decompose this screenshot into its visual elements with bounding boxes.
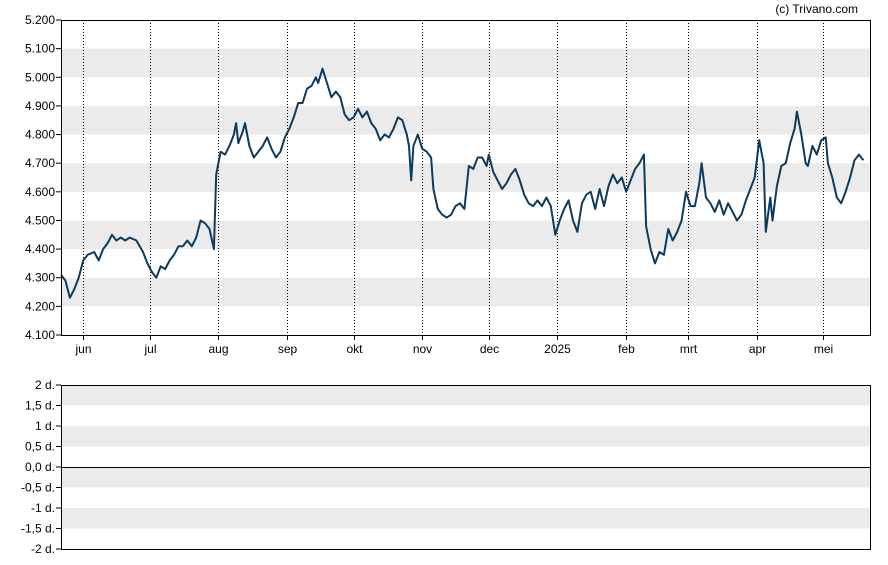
lower-y-tick-label: -1 d. [31,501,55,515]
main-chart-frame [61,20,871,336]
y-tick-label: 4.200 [25,299,55,313]
main-band [61,220,870,250]
y-tick-label: 4.900 [25,99,55,113]
price-series-line [60,67,865,299]
credit-label: (c) Trivano.com [775,2,858,16]
lower-y-tick-label: 1,5 d. [25,399,55,413]
lower-y-tick-label: -2 d. [31,542,55,556]
main-chart-bands [61,48,870,307]
y-tick-label: 4.800 [25,128,55,142]
x-tick-label: okt [346,342,363,356]
lower-chart-y-ticks: 2 d. 1,5 d. 1 d. 0,5 d. 0,0 d. -0,5 d. -1 d. -1… [21,378,61,556]
y-tick-label: 4.500 [25,213,55,227]
lower-band [61,385,870,406]
lower-y-tick-label: 1 d. [35,419,55,433]
lower-y-tick-label: 2 d. [35,378,55,392]
lower-y-tick-label: 0,5 d. [25,440,55,454]
x-tick-label: jun [74,342,91,356]
x-tick-label: feb [618,342,635,356]
main-band [61,277,870,307]
main-band [61,105,870,135]
main-chart-y-ticks: 4.100 4.200 4.300 4.400 4.500 4.600 4.700 4.800… [25,13,61,342]
y-tick-label: 4.300 [25,271,55,285]
x-tick-label: mrt [680,342,698,356]
lower-chart-bands [61,385,870,529]
main-band [61,48,870,78]
lower-band [61,467,870,488]
y-tick-label: 5.200 [25,13,55,27]
lower-band [61,508,870,529]
lower-y-tick-label: 0,0 d. [25,460,55,474]
y-tick-label: 4.700 [25,156,55,170]
x-tick-label: jul [143,342,156,356]
y-tick-label: 4.400 [25,242,55,256]
lower-band [61,426,870,447]
main-chart-x-ticks: jun jul aug sep okt nov dec 2025 feb mrt apr mei [74,335,833,356]
y-tick-label: 5.100 [25,42,55,56]
lower-chart-frame [61,385,871,550]
x-tick-label: mei [814,342,833,356]
y-tick-label: 4.600 [25,185,55,199]
x-tick-label: apr [749,342,766,356]
x-tick-label: 2025 [544,342,571,356]
y-tick-label: 5.000 [25,70,55,84]
lower-y-tick-label: -1,5 d. [21,522,55,536]
x-tick-label: sep [278,342,298,356]
y-tick-label: 4.100 [25,328,55,342]
main-band [61,163,870,192]
x-tick-label: aug [208,342,228,356]
x-tick-label: dec [480,342,499,356]
lower-y-tick-label: -0,5 d. [21,481,55,495]
x-tick-label: nov [413,342,432,356]
